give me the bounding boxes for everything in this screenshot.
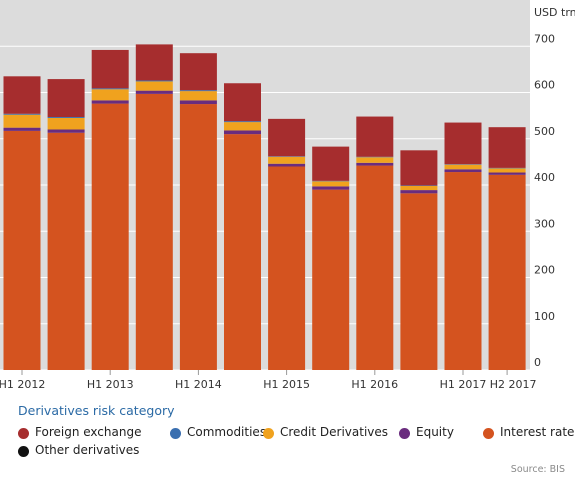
bar-segment	[135, 80, 173, 82]
bar-segment	[444, 169, 482, 173]
bar-segment	[135, 81, 173, 91]
bar-segment	[400, 190, 438, 194]
bar-segment	[91, 88, 129, 90]
x-tick-label: H1 2015	[263, 378, 310, 391]
bar-segment	[356, 116, 394, 157]
legend-swatch-icon	[18, 446, 29, 457]
bar-segment	[224, 121, 261, 123]
legend-swatch-icon	[170, 428, 181, 439]
y-tick-label: 200	[534, 264, 555, 277]
bar-segment	[3, 127, 41, 131]
bar-segment	[488, 168, 526, 173]
bars	[3, 44, 526, 370]
legend-label: Credit Derivatives	[280, 425, 389, 439]
bar-segment	[400, 185, 438, 191]
bar-segment	[91, 89, 129, 101]
bar-segment	[47, 117, 85, 118]
y-tick-label: 400	[534, 171, 555, 184]
bar-segment	[312, 181, 350, 187]
bar-segment	[135, 93, 173, 370]
bar-segment	[224, 83, 261, 122]
bar-segment	[47, 132, 85, 370]
bar-segment	[444, 122, 482, 165]
legend-title: Derivatives risk category	[18, 403, 175, 418]
bar-segment	[179, 100, 217, 105]
legend-swatch-icon	[263, 428, 274, 439]
bar-segment	[179, 104, 217, 370]
bar-segment	[444, 172, 482, 370]
bar-segment	[444, 164, 482, 170]
bar-segment	[91, 49, 129, 89]
bar-segment	[47, 117, 85, 130]
x-tick-label: H1 2014	[175, 378, 222, 391]
bar-segment	[3, 113, 41, 115]
bar-segment	[356, 162, 394, 166]
legend-swatch-icon	[483, 428, 494, 439]
x-tick-label: H1 2012	[0, 378, 45, 391]
bar-segment	[135, 44, 173, 81]
bar-segment	[312, 146, 350, 181]
x-tick-label: H1 2017	[440, 378, 487, 391]
bar-segment	[224, 134, 261, 370]
bar-segment	[224, 130, 261, 135]
legend-label: Other derivatives	[35, 443, 140, 457]
y-tick-label: 700	[534, 32, 555, 45]
y-tick-label: 300	[534, 217, 555, 230]
legend-label: Commodities	[187, 425, 267, 439]
bar-segment	[3, 130, 41, 370]
bar-segment	[268, 156, 306, 164]
bar-segment	[3, 114, 41, 128]
bar-segment	[356, 157, 394, 163]
x-tick-label: H1 2013	[87, 378, 134, 391]
bar-segment	[268, 166, 306, 370]
bar-segment	[47, 79, 85, 118]
y-axis-ticks: 0 100 200 300 400 500 600 700	[534, 32, 555, 369]
legend-label: Interest rate	[500, 425, 575, 439]
legend-label: Equity	[416, 425, 454, 439]
bar-segment	[224, 122, 261, 131]
gridlines	[0, 45, 530, 371]
y-axis-unit-label: USD trn	[534, 6, 575, 19]
source-note: Source: BIS	[510, 464, 565, 475]
legend-swatch-icon	[18, 428, 29, 439]
bar-segment	[488, 127, 526, 168]
bar-segment	[312, 186, 350, 190]
bar-segment	[356, 165, 394, 370]
y-tick-label: 600	[534, 79, 555, 92]
x-tick-label: H1 2016	[351, 378, 398, 391]
bar-segment	[91, 100, 129, 104]
bar-segment	[3, 76, 41, 114]
bar-segment	[400, 150, 438, 186]
bar-segment	[179, 91, 217, 101]
y-tick-label: 100	[534, 310, 555, 323]
bar-segment	[47, 129, 85, 133]
bar-segment	[268, 118, 306, 157]
x-tick-label: H2 2017	[490, 378, 537, 391]
bar-segment	[488, 174, 526, 370]
bar-segment	[179, 90, 217, 92]
x-axis-ticks: H1 2012 H1 2013 H1 2014 H1 2015 H1 2016 H1 20…	[0, 370, 536, 391]
y-tick-label: 500	[534, 125, 555, 138]
bar-segment	[488, 172, 526, 175]
bar-segment	[268, 163, 306, 167]
bar-segment	[400, 193, 438, 370]
bar-segment	[312, 189, 350, 370]
bar-segment	[135, 90, 173, 94]
legend-label: Foreign exchange	[35, 425, 142, 439]
legend-swatch-icon	[399, 428, 410, 439]
bar-segment	[179, 53, 217, 91]
y-tick-label: 0	[534, 356, 541, 369]
bar-segment	[91, 103, 129, 370]
